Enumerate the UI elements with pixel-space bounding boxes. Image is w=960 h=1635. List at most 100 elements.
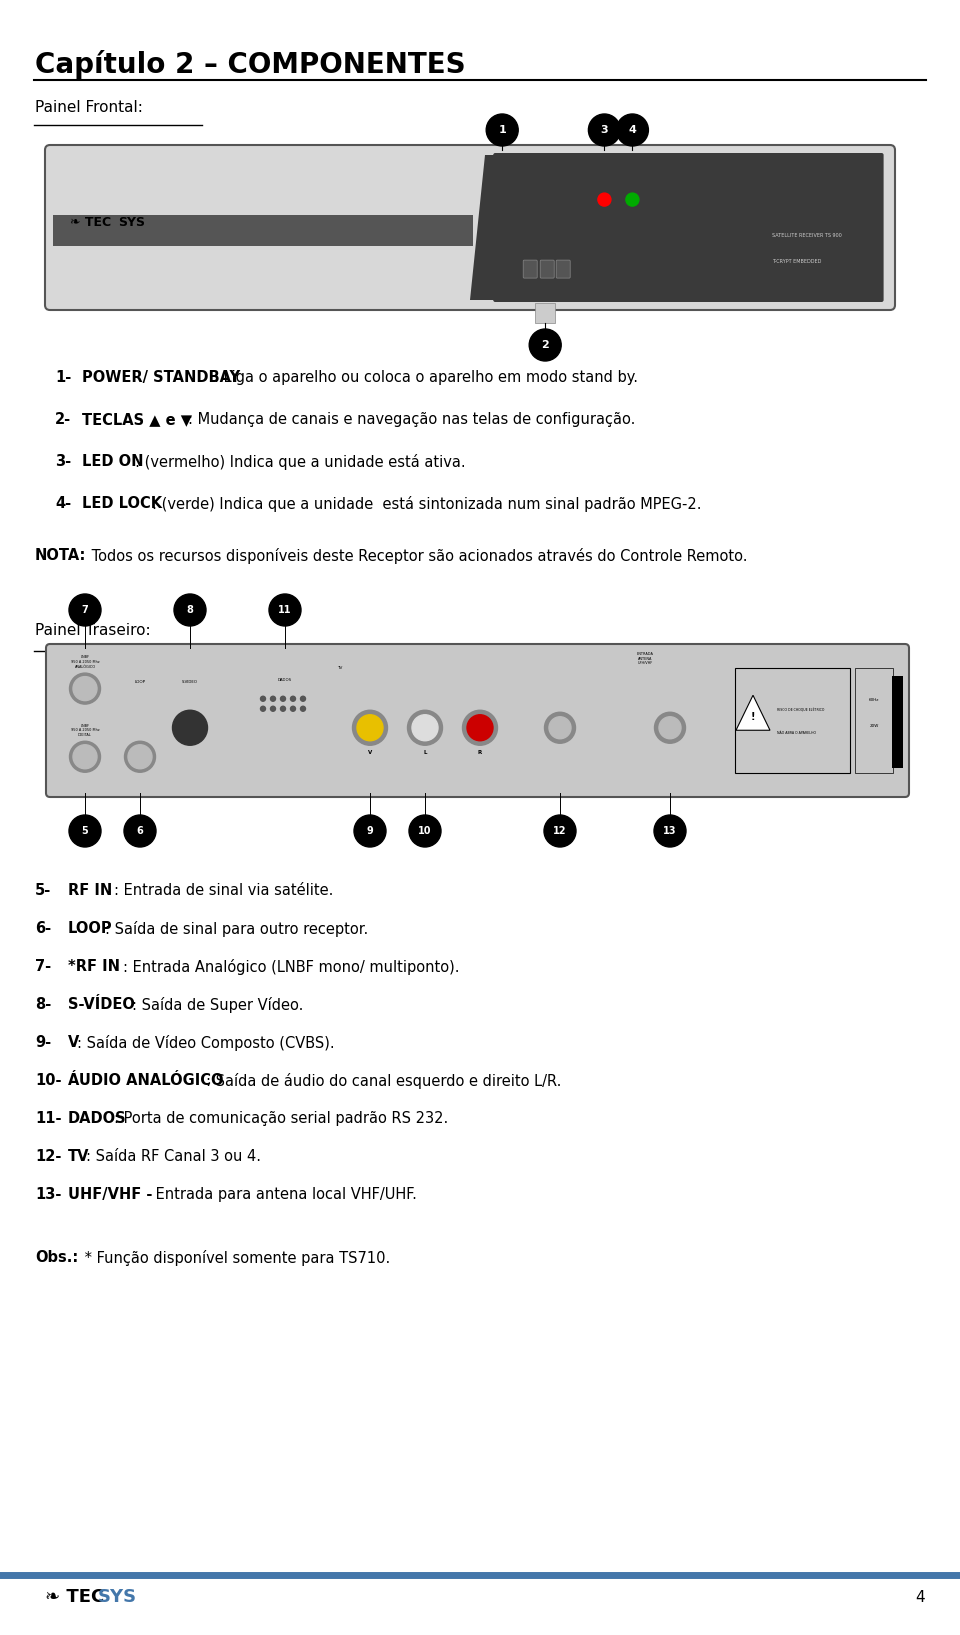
Text: V: V [68,1035,80,1050]
Text: NÃO ABRA O APARELHO: NÃO ABRA O APARELHO [777,731,816,736]
Text: ÁUDIO ANALÓGICO: ÁUDIO ANALÓGICO [68,1073,224,1087]
Text: Entrada para antena local VHF/UHF.: Entrada para antena local VHF/UHF. [151,1187,417,1202]
Text: 9-: 9- [35,1035,51,1050]
Text: 3: 3 [601,124,609,136]
Text: 3-: 3- [55,455,71,469]
Circle shape [73,746,97,768]
Circle shape [655,713,685,744]
Text: SATELLITE RECEIVER TS 900: SATELLITE RECEIVER TS 900 [773,232,842,237]
Ellipse shape [124,814,156,847]
Text: LOOP: LOOP [68,921,112,935]
Text: 11-: 11- [35,1112,61,1127]
Circle shape [69,741,101,772]
Text: 9: 9 [367,826,373,835]
Text: : (vermelho) Indica que a unidade está ativa.: : (vermelho) Indica que a unidade está a… [134,455,466,469]
Text: 4: 4 [916,1589,925,1604]
Text: : Entrada de sinal via satélite.: : Entrada de sinal via satélite. [114,883,333,898]
Text: LOOP: LOOP [134,680,146,683]
Text: NOTA:: NOTA: [35,548,86,562]
Circle shape [280,697,285,701]
Circle shape [173,710,207,746]
Text: 6: 6 [136,826,143,835]
Text: 7: 7 [82,605,88,615]
Text: 1: 1 [498,124,506,136]
Text: 20W: 20W [870,724,878,728]
Text: 8: 8 [186,605,193,615]
Circle shape [280,706,285,711]
Text: UHF/VHF -: UHF/VHF - [68,1187,153,1202]
Text: 60Hz: 60Hz [869,698,879,701]
Text: TV: TV [68,1149,89,1164]
Text: Painel Frontal:: Painel Frontal: [35,100,143,114]
FancyBboxPatch shape [53,216,473,247]
Ellipse shape [486,114,518,146]
Text: : Mudança de canais e navegação nas telas de configuração.: : Mudança de canais e navegação nas tela… [187,412,635,427]
FancyBboxPatch shape [540,260,554,278]
Text: 10: 10 [419,826,432,835]
Circle shape [544,713,575,744]
Ellipse shape [269,594,301,626]
Text: DADOS: DADOS [68,1112,127,1127]
Circle shape [291,697,296,701]
Text: : Saída de Super Vídeo.: : Saída de Super Vídeo. [132,997,303,1014]
Text: Obs.:: Obs.: [35,1251,79,1265]
Text: : Liga o aparelho ou coloca o aparelho em modo stand by.: : Liga o aparelho ou coloca o aparelho e… [214,370,638,384]
Text: * Função disponível somente para TS710.: * Função disponível somente para TS710. [80,1251,391,1265]
FancyBboxPatch shape [892,675,903,768]
Text: LED ON: LED ON [82,455,143,469]
Circle shape [260,706,266,711]
FancyBboxPatch shape [855,669,893,773]
Text: 2-: 2- [55,412,71,427]
Text: 2: 2 [541,340,549,350]
Text: 13-: 13- [35,1187,61,1202]
Text: : Saída RF Canal 3 ou 4.: : Saída RF Canal 3 ou 4. [86,1149,261,1164]
Text: ❧ TEC: ❧ TEC [45,1588,105,1606]
Ellipse shape [529,329,562,361]
Text: S-VÍDEO: S-VÍDEO [68,997,134,1012]
Text: 12: 12 [553,826,566,835]
Text: 6-: 6- [35,921,51,935]
Text: TV: TV [337,665,343,670]
Circle shape [659,716,681,739]
Ellipse shape [616,114,648,146]
Text: POWER/ STANDBAY: POWER/ STANDBAY [82,370,240,384]
Text: Todos os recursos disponíveis deste Receptor são acionados através do Controle R: Todos os recursos disponíveis deste Rece… [87,548,748,564]
Text: LNBF
950 A 2050 Mhz
DIGITAL: LNBF 950 A 2050 Mhz DIGITAL [71,724,99,737]
Circle shape [598,193,611,206]
Ellipse shape [654,814,686,847]
Text: TECLAS ▲ e ▼: TECLAS ▲ e ▼ [82,412,192,427]
FancyBboxPatch shape [46,644,909,796]
Text: S-VIDEO: S-VIDEO [182,680,198,683]
Ellipse shape [588,114,620,146]
Text: RF IN: RF IN [68,883,112,898]
Text: 4-: 4- [55,495,71,512]
Text: 5: 5 [82,826,88,835]
Text: LNBF
950 A 2050 Mhz
ANALÓGICO: LNBF 950 A 2050 Mhz ANALÓGICO [71,656,99,669]
Text: 1-: 1- [55,370,71,384]
Text: : Saída de Vídeo Composto (CVBS).: : Saída de Vídeo Composto (CVBS). [77,1035,335,1051]
Text: *RF IN: *RF IN [68,960,120,974]
Text: 4: 4 [629,124,636,136]
Circle shape [352,710,388,746]
Circle shape [291,706,296,711]
Ellipse shape [409,814,441,847]
Text: T-CRYPT EMBEDDED: T-CRYPT EMBEDDED [773,258,822,265]
Circle shape [271,706,276,711]
Circle shape [407,710,443,746]
Circle shape [300,706,305,711]
Text: RISCO DE CHOQUE ELÉTRICO: RISCO DE CHOQUE ELÉTRICO [777,708,825,713]
Text: !: ! [751,713,756,723]
Circle shape [300,697,305,701]
Text: ENTRADA
ANTENA
UFH/VHF: ENTRADA ANTENA UFH/VHF [636,652,654,665]
Text: : Saída de sinal para outro receptor.: : Saída de sinal para outro receptor. [105,921,368,937]
Text: 8-: 8- [35,997,51,1012]
FancyBboxPatch shape [493,154,883,302]
Circle shape [463,710,497,746]
FancyBboxPatch shape [536,302,555,324]
Text: Painel Traseiro:: Painel Traseiro: [35,623,151,638]
Circle shape [69,674,101,705]
Text: V: V [368,750,372,755]
Circle shape [125,741,156,772]
Text: : (verde) Indica que a unidade  está sintonizada num sinal padrão MPEG-2.: : (verde) Indica que a unidade está sint… [153,495,702,512]
Text: 12-: 12- [35,1149,61,1164]
